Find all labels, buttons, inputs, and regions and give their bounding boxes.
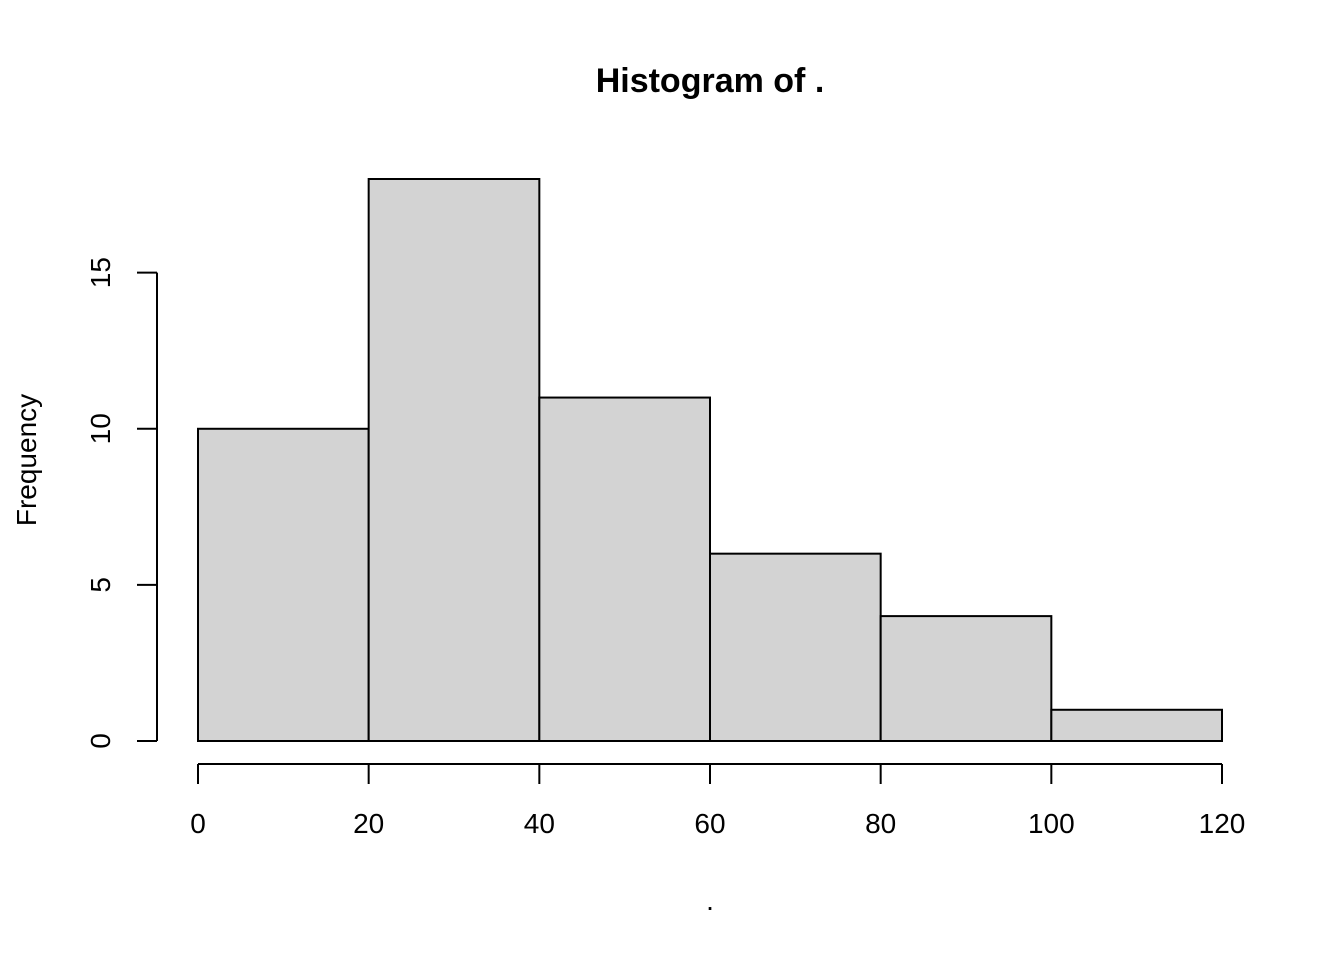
x-tick-label-0: 0 <box>190 808 206 839</box>
x-axis-label: . <box>706 885 714 916</box>
x-tick-label-5: 100 <box>1028 808 1075 839</box>
histogram-bar-4 <box>879 615 1053 742</box>
histogram-bar-5 <box>1050 708 1224 742</box>
x-tick-label-4: 80 <box>865 808 896 839</box>
x-tick-label-6: 120 <box>1199 808 1246 839</box>
x-tick-label-3: 60 <box>694 808 725 839</box>
histogram-bars <box>197 178 1224 743</box>
y-tick-label-0: 0 <box>85 733 116 749</box>
y-tick-label-3: 15 <box>85 257 116 288</box>
x-axis: 0 20 40 60 80 100 120 <box>190 763 1246 839</box>
histogram-bar-1 <box>367 178 541 742</box>
histogram-bar-0 <box>197 427 370 742</box>
y-tick-label-2: 10 <box>85 413 116 444</box>
y-axis: 0 5 10 15 <box>85 257 158 749</box>
chart-title: Histogram of . <box>596 62 825 100</box>
histogram-bar-2 <box>538 396 711 742</box>
y-tick-label-1: 5 <box>85 577 116 593</box>
y-axis-label: Frequency <box>11 394 42 526</box>
x-tick-label-2: 40 <box>524 808 555 839</box>
histogram-bar-3 <box>709 552 882 743</box>
x-tick-label-1: 20 <box>353 808 384 839</box>
